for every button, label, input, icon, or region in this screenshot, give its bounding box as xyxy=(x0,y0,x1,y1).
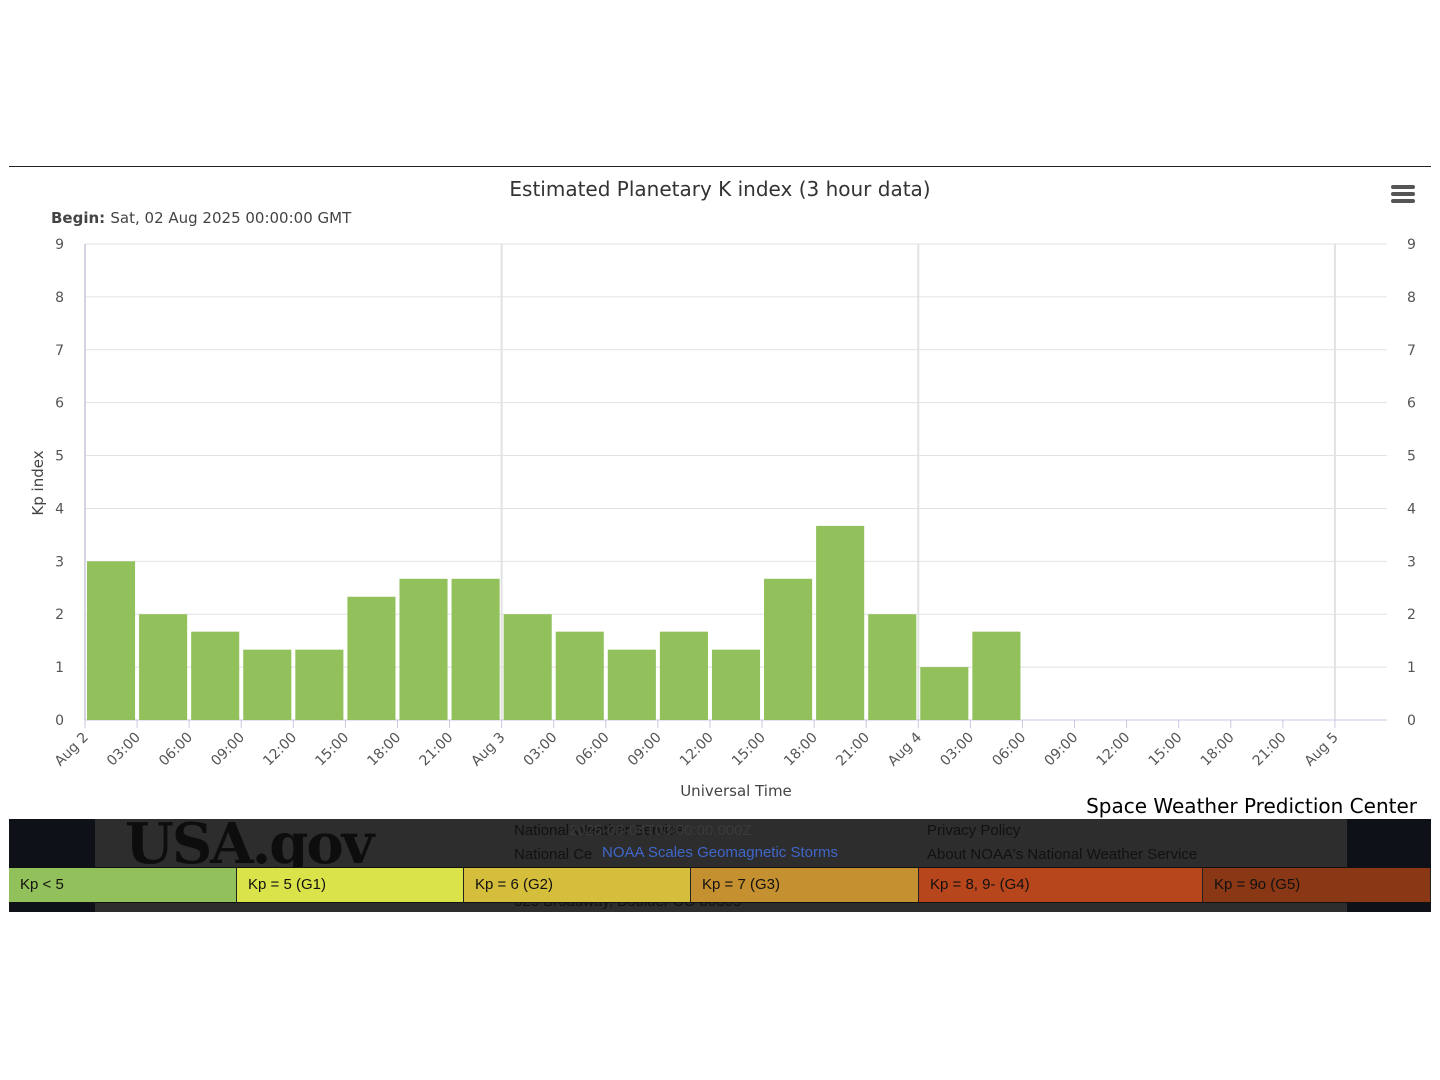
x-tick-label: 18:00 xyxy=(781,730,821,770)
storm-scale-title: NOAA Scales Geomagnetic Storms xyxy=(602,844,838,861)
kp-bar xyxy=(139,614,188,720)
kp-chart: 0 0 1 1 2 2 3 3 4 4 5 5 6 6 7 7 8 8 9 9 Aug 2 03:00 06:00 09:00… xyxy=(29,177,1416,800)
legend-item: Kp = 6 (G2) xyxy=(464,868,691,902)
y-tick-label-right: 1 xyxy=(1407,660,1416,676)
kp-bar xyxy=(503,614,552,720)
x-tick-label: 06:00 xyxy=(156,730,196,770)
legend-item: Kp = 8, 9- (G4) xyxy=(919,868,1203,902)
kp-bar xyxy=(607,649,656,720)
credit-text: Space Weather Prediction Center xyxy=(1086,794,1417,818)
kp-bar xyxy=(347,596,396,720)
y-tick-label-left: 6 xyxy=(55,396,64,412)
x-tick-label: 12:00 xyxy=(677,730,717,770)
hamburger-menu-icon[interactable] xyxy=(1391,185,1415,205)
x-tick-label: 21:00 xyxy=(1250,730,1290,770)
storm-scale-legend: Kp < 5 Kp = 5 (G1) Kp = 6 (G2) Kp = 7 (G3) K… xyxy=(9,867,1431,903)
x-tick-label: 21:00 xyxy=(833,730,873,770)
y-tick-label-left: 1 xyxy=(55,660,64,676)
footer-link-nws[interactable]: National Weather Service xyxy=(514,822,684,839)
x-tick-label: 18:00 xyxy=(364,730,404,770)
top-divider xyxy=(9,166,1431,167)
y-tick-label-right: 5 xyxy=(1407,449,1416,465)
x-tick-label: Aug 3 xyxy=(468,730,508,770)
kp-bar xyxy=(451,578,500,720)
x-tick-label: 09:00 xyxy=(1041,730,1081,770)
kp-bar xyxy=(87,561,136,720)
x-tick-label: 09:00 xyxy=(625,730,665,770)
subtitle-value: Sat, 02 Aug 2025 00:00:00 GMT xyxy=(110,209,352,227)
chart-subtitle: Begin: Sat, 02 Aug 2025 00:00:00 GMT xyxy=(51,209,352,227)
x-tick-label: Aug 4 xyxy=(885,729,925,769)
y-tick-label-left: 5 xyxy=(55,449,64,465)
footer-link-privacy[interactable]: Privacy Policy xyxy=(927,822,1021,839)
kp-bar xyxy=(816,525,865,720)
y-tick-label-left: 0 xyxy=(55,713,64,729)
y-tick-label-right: 2 xyxy=(1407,607,1416,623)
y-tick-label-left: 9 xyxy=(55,237,64,253)
kp-bar xyxy=(972,631,1021,720)
kp-bar xyxy=(659,631,708,720)
x-tick-label: Aug 5 xyxy=(1302,730,1342,770)
y-tick-label-right: 0 xyxy=(1407,713,1416,729)
y-tick-label-right: 3 xyxy=(1407,554,1416,570)
x-tick-label: 15:00 xyxy=(312,730,352,770)
y-tick-label-left: 4 xyxy=(55,501,64,517)
y-tick-label-left: 7 xyxy=(55,343,64,359)
x-tick-label: 21:00 xyxy=(417,730,457,770)
x-tick-label: 15:00 xyxy=(729,730,769,770)
legend-item: Kp = 9o (G5) xyxy=(1203,868,1431,902)
x-tick-label: 03:00 xyxy=(937,730,977,770)
y-tick-label-right: 4 xyxy=(1407,501,1416,517)
y-axis-label: Kp index xyxy=(29,450,47,515)
x-tick-label: 12:00 xyxy=(260,730,300,770)
kp-bar xyxy=(868,614,917,720)
y-tick-label-right: 8 xyxy=(1407,290,1416,306)
kp-bar xyxy=(295,649,344,720)
kp-chart-panel: 0 0 1 1 2 2 3 3 4 4 5 5 6 6 7 7 8 8 9 9 Aug 2 03:00 06:00 09:00… xyxy=(9,167,1431,818)
legend-item: Kp = 5 (G1) xyxy=(237,868,464,902)
x-tick-label: 12:00 xyxy=(1094,730,1134,770)
legend-item: Kp < 5 xyxy=(9,868,237,902)
chart-title: Estimated Planetary K index (3 hour data… xyxy=(509,177,930,201)
kp-bar xyxy=(191,631,240,720)
subtitle-label: Begin: xyxy=(51,209,110,227)
kp-bar xyxy=(920,667,969,720)
y-tick-label-right: 9 xyxy=(1407,237,1416,253)
kp-bar xyxy=(764,578,813,720)
x-tick-label: 09:00 xyxy=(208,730,248,770)
x-tick-label: 06:00 xyxy=(573,730,613,770)
x-tick-label: 15:00 xyxy=(1146,730,1186,770)
kp-bar xyxy=(399,578,448,720)
footer-link-about[interactable]: About NOAA's National Weather Service xyxy=(927,846,1198,863)
x-tick-label: 18:00 xyxy=(1198,730,1238,770)
x-axis-label: Universal Time xyxy=(680,782,792,800)
kp-bar xyxy=(711,649,761,720)
x-tick-label: 03:00 xyxy=(521,730,561,770)
footer-link-ncei[interactable]: National Ce xyxy=(514,846,593,863)
legend-item: Kp = 7 (G3) xyxy=(691,868,919,902)
y-tick-label-left: 3 xyxy=(55,554,64,570)
kp-bar xyxy=(555,631,604,720)
y-tick-label-right: 7 xyxy=(1407,343,1416,359)
kp-bar xyxy=(243,649,292,720)
x-tick-label: 06:00 xyxy=(989,730,1029,770)
y-tick-label-left: 8 xyxy=(55,290,64,306)
x-tick-label: 03:00 xyxy=(104,730,144,770)
y-tick-label-right: 6 xyxy=(1407,396,1416,412)
footer-date-overlay: 2025-08-04T03:00:00.000Z xyxy=(569,822,752,839)
x-tick-label: Aug 2 xyxy=(52,730,92,770)
y-tick-label-left: 2 xyxy=(55,607,64,623)
